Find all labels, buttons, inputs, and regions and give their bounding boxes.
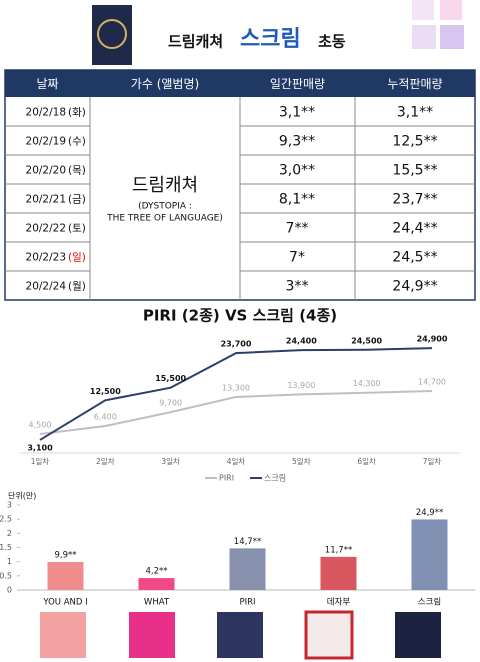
chart-title: PIRI (2종) VS 스크림 (4종) <box>143 307 337 325</box>
row-total: 24,5** <box>392 250 437 266</box>
data-label: 12,500 <box>90 387 121 396</box>
row-day: (수) <box>68 136 86 148</box>
data-label: 13,900 <box>287 381 315 390</box>
data-label: 15,500 <box>155 374 186 383</box>
x-tick-label: 3일차 <box>161 457 180 466</box>
table-header-bg <box>5 70 475 97</box>
y-tick-label: 1 <box>7 557 12 566</box>
row-total: 15,5** <box>392 163 437 179</box>
album-thumb <box>395 612 441 658</box>
row-total: 23,7** <box>392 192 437 208</box>
row-total: 12,5** <box>392 134 437 150</box>
x-tick-label: 5일차 <box>292 457 311 466</box>
series-line <box>39 347 433 441</box>
x-tick-label: 데자부 <box>327 598 351 608</box>
y-tick-label: 3 <box>7 501 12 510</box>
data-label: 24,400 <box>286 337 317 346</box>
bar <box>229 548 266 590</box>
x-tick-label: 6일차 <box>357 457 376 466</box>
column-header: 날짜 <box>36 77 58 91</box>
data-label: 3,100 <box>27 443 53 452</box>
row-date: 20/2/21 <box>26 194 66 206</box>
album-thumb <box>217 612 263 658</box>
x-tick-label: 4일차 <box>227 457 246 466</box>
deco <box>412 25 436 49</box>
y-tick-label: 0 <box>7 586 12 595</box>
row-daily: 7** <box>286 221 309 237</box>
album-thumb <box>40 612 86 658</box>
album-name: THE TREE OF LANGUAGE) <box>106 214 223 224</box>
y-tick-label: 0.5 <box>0 571 12 580</box>
deco <box>440 25 464 49</box>
y-tick-label: 1.5 <box>0 543 12 552</box>
header-artist: 드림캐쳐 <box>168 33 223 51</box>
row-day: (목) <box>68 165 86 177</box>
data-label: 9,700 <box>159 399 182 408</box>
row-date: 20/2/20 <box>26 165 66 177</box>
x-tick-label: 1일차 <box>31 457 50 466</box>
row-daily: 3,1** <box>279 105 315 121</box>
row-date: 20/2/23 <box>26 252 66 264</box>
bar <box>320 556 357 590</box>
column-header: 누적판매량 <box>387 77 442 91</box>
data-label: 4,500 <box>29 421 52 430</box>
data-label: 14,7** <box>234 537 261 547</box>
axis-unit: 단위(만) <box>8 491 36 501</box>
series-line <box>39 390 433 436</box>
album-thumb <box>304 610 354 660</box>
data-label: 4,2** <box>145 567 167 577</box>
data-label: 24,9** <box>416 508 443 518</box>
bar <box>47 561 84 590</box>
row-date: 20/2/24 <box>26 281 67 293</box>
deco <box>412 0 434 20</box>
x-tick-label: 스크림 <box>418 597 441 608</box>
bar <box>138 578 175 590</box>
row-total: 3,1** <box>397 105 433 121</box>
album-thumb <box>129 612 175 658</box>
legend-label: PIRI <box>219 474 234 483</box>
data-label: 14,700 <box>418 378 446 387</box>
row-daily: 9,3** <box>279 134 315 150</box>
x-tick-label: WHAT <box>144 598 170 608</box>
x-tick-label: YOU AND I <box>42 598 87 608</box>
row-day: (월) <box>68 281 86 293</box>
row-day: (일) <box>68 251 86 264</box>
row-date: 20/2/22 <box>26 223 66 235</box>
legend-label: 스크림 <box>264 473 286 483</box>
bar <box>411 519 448 590</box>
cover-emblem <box>97 19 127 49</box>
x-tick-label: PIRI <box>239 598 255 608</box>
x-tick-label: 2일차 <box>96 457 115 466</box>
x-tick-label: 7일차 <box>423 457 442 466</box>
album-name: (DYSTOPIA : <box>138 202 192 212</box>
data-label: 9,9** <box>54 550 76 560</box>
row-date: 20/2/18 <box>26 107 66 119</box>
row-date: 20/2/19 <box>26 136 66 148</box>
y-tick-label: 2.5 <box>0 515 12 524</box>
data-label: 6,400 <box>94 413 117 422</box>
deco <box>440 0 462 20</box>
column-header: 가수 (앨범명) <box>131 77 199 91</box>
row-daily: 3** <box>286 279 309 295</box>
y-tick-label: 2 <box>7 529 12 538</box>
row-total: 24,9** <box>392 279 437 295</box>
row-daily: 8,1** <box>279 192 315 208</box>
row-total: 24,4** <box>392 221 437 237</box>
data-label: 24,500 <box>351 336 382 345</box>
row-day: (화) <box>68 107 86 119</box>
data-label: 24,900 <box>417 335 448 344</box>
row-day: (금) <box>68 194 86 206</box>
header-album: 스크림 <box>240 27 301 52</box>
row-daily: 7* <box>289 250 305 266</box>
artist-name: 드림캐쳐 <box>132 175 198 196</box>
header-suffix: 초동 <box>318 33 346 51</box>
row-daily: 3,0** <box>279 163 315 179</box>
row-day: (토) <box>68 223 86 235</box>
data-label: 23,700 <box>221 340 252 349</box>
data-label: 13,300 <box>222 383 250 392</box>
column-header: 일간판매량 <box>270 77 325 91</box>
data-label: 11,7** <box>325 545 352 555</box>
data-label: 14,300 <box>353 379 381 388</box>
